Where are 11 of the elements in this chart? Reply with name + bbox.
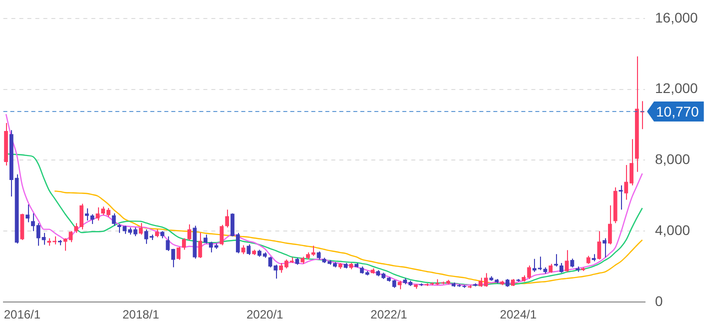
ref-line-label: 10,770 (656, 103, 700, 120)
y-tick-label: 16,000 (655, 9, 698, 26)
x-tick-label: 2018/1 (122, 308, 160, 322)
y-tick-label: 0 (655, 292, 663, 309)
y-tick-label: 12,000 (655, 80, 698, 96)
x-tick-label: 2020/1 (246, 308, 284, 322)
x-tick-label: 2024/1 (500, 308, 537, 322)
x-tick-label: 2016/1 (4, 308, 41, 322)
y-tick-label: 8,000 (655, 151, 690, 168)
y-tick-label: 4,000 (655, 222, 690, 238)
x-tick-label: 2022/1 (370, 308, 408, 322)
